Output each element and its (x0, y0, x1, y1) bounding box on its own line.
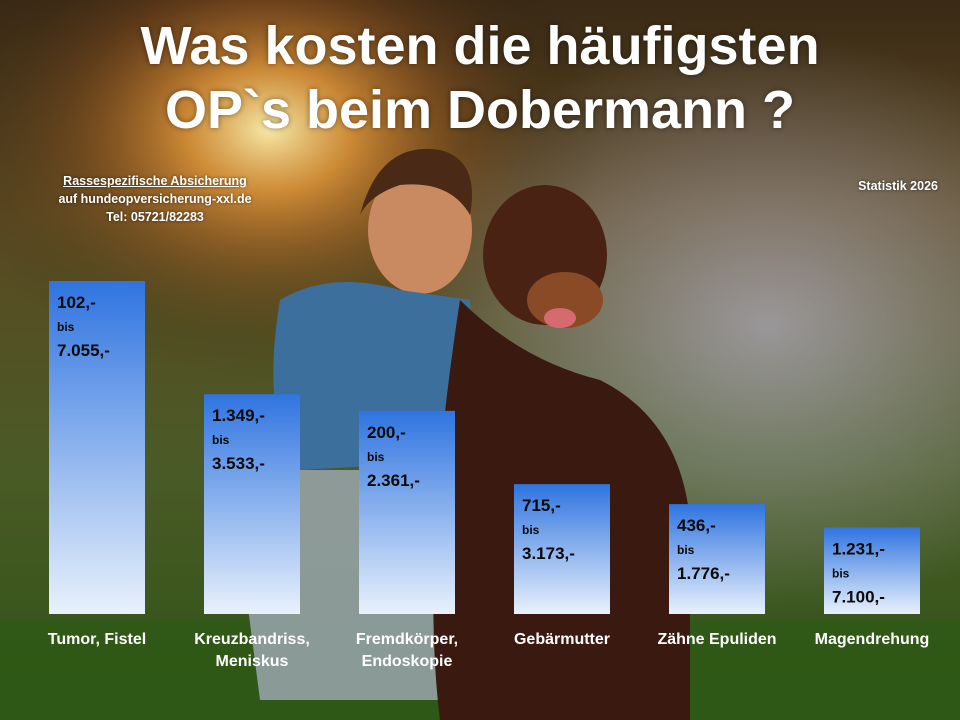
bar-5 (669, 504, 765, 614)
bar-1 (49, 281, 145, 614)
bar-4-label-mid: bis (522, 523, 540, 537)
contact-line-1: Rassespezifische Absicherung (63, 174, 247, 188)
bar-5-label-low: 436,- (677, 516, 716, 535)
bar-3-label-high: 2.361,- (367, 471, 420, 490)
bar-4 (514, 484, 610, 614)
bar-1-label-high: 7.055,- (57, 341, 110, 360)
category-label-5: Zähne Epuliden (657, 631, 776, 648)
category-label-3-line-1: Fremdkörper, (356, 631, 458, 648)
bar-3-label-mid: bis (367, 450, 385, 464)
title-line-1: Was kosten die häufigsten (140, 16, 820, 76)
contact-info: Rassespezifische Absicherung auf hundeop… (40, 172, 270, 226)
bar-6-label-low: 1.231,- (832, 539, 885, 558)
bar-1-label-mid: bis (57, 320, 75, 334)
woman-hair (360, 148, 472, 215)
bar-6-label-high: 7.100,- (832, 587, 885, 606)
woman-head (368, 166, 472, 294)
category-label-4: Gebärmutter (514, 631, 610, 648)
contact-phone: Tel: 05721/82283 (106, 210, 204, 224)
bar-3 (359, 410, 455, 614)
category-label-3-line-2: Endoskopie (362, 653, 453, 670)
title-line-2: OP`s beim Dobermann ? (164, 80, 796, 140)
bar-2-label-low: 1.349,- (212, 406, 265, 425)
category-label-1: Tumor, Fistel (48, 631, 146, 648)
bar-4-label-high: 3.173,- (522, 544, 575, 563)
page-title: Was kosten die häufigsten OP`s beim Dobe… (0, 14, 960, 142)
category-label-6: Magendrehung (815, 631, 930, 648)
bar-1-label-low: 102,- (57, 293, 96, 312)
dog-tongue (544, 308, 576, 328)
category-label-2-line-2: Meniskus (216, 653, 289, 670)
bar-2 (204, 394, 300, 614)
bar-5-label-high: 1.776,- (677, 564, 730, 583)
bar-6 (824, 527, 920, 614)
bar-5-label-mid: bis (677, 543, 695, 557)
bar-3-label-low: 200,- (367, 423, 406, 442)
bar-4-label-low: 715,- (522, 496, 561, 515)
bar-6-label-mid: bis (832, 566, 850, 580)
bar-2-label-mid: bis (212, 433, 230, 447)
bar-2-label-high: 3.533,- (212, 454, 265, 473)
category-label-2-line-1: Kreuzbandriss, (194, 631, 310, 648)
contact-website[interactable]: auf hundeopversicherung-xxl.de (58, 192, 252, 206)
statistic-year-label: Statistik 2026 (858, 179, 938, 193)
